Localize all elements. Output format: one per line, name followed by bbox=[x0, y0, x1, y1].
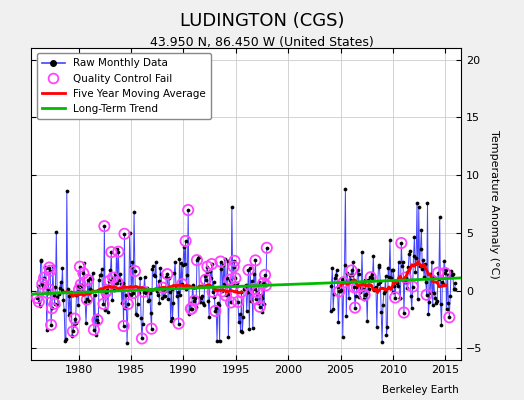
Point bbox=[163, 271, 171, 277]
Point bbox=[366, 274, 375, 280]
Point bbox=[434, 270, 442, 276]
Point bbox=[203, 264, 212, 270]
Y-axis label: Temperature Anomaly (°C): Temperature Anomaly (°C) bbox=[489, 130, 499, 278]
Point bbox=[230, 264, 238, 270]
Point bbox=[253, 289, 261, 296]
Point bbox=[90, 326, 98, 333]
Point bbox=[103, 287, 111, 294]
Point bbox=[45, 264, 53, 271]
Point bbox=[261, 272, 269, 278]
Point bbox=[70, 316, 79, 322]
Point bbox=[43, 290, 52, 296]
Point bbox=[93, 317, 102, 323]
Point bbox=[251, 257, 259, 264]
Point bbox=[83, 277, 92, 283]
Point bbox=[445, 314, 453, 320]
Point bbox=[147, 326, 156, 332]
Point bbox=[187, 306, 195, 312]
Point bbox=[252, 296, 260, 302]
Point bbox=[99, 301, 107, 307]
Point bbox=[47, 322, 55, 328]
Point bbox=[159, 284, 167, 291]
Point bbox=[174, 320, 183, 327]
Point bbox=[222, 292, 230, 299]
Point bbox=[401, 274, 410, 281]
Point bbox=[46, 268, 54, 274]
Point bbox=[230, 258, 238, 264]
Point bbox=[102, 289, 110, 295]
Point bbox=[261, 282, 270, 288]
Point bbox=[178, 281, 186, 287]
Point bbox=[181, 238, 190, 244]
Point bbox=[105, 278, 114, 284]
Point bbox=[124, 301, 132, 307]
Point bbox=[340, 279, 348, 286]
Point bbox=[209, 289, 217, 295]
Point bbox=[100, 223, 108, 229]
Text: Berkeley Earth: Berkeley Earth bbox=[381, 385, 458, 395]
Point bbox=[193, 257, 201, 263]
Point bbox=[397, 240, 406, 246]
Point bbox=[250, 286, 259, 292]
Point bbox=[347, 267, 356, 274]
Point bbox=[35, 298, 43, 305]
Point bbox=[350, 284, 358, 290]
Point bbox=[120, 231, 128, 237]
Point bbox=[48, 305, 56, 312]
Point bbox=[75, 286, 83, 293]
Point bbox=[211, 308, 220, 314]
Point bbox=[109, 274, 117, 281]
Point bbox=[33, 295, 41, 301]
Point bbox=[353, 284, 361, 290]
Point bbox=[263, 245, 271, 251]
Point bbox=[237, 288, 246, 295]
Point bbox=[259, 280, 267, 286]
Point bbox=[244, 267, 253, 273]
Point bbox=[40, 274, 48, 281]
Point bbox=[351, 304, 359, 311]
Point bbox=[119, 323, 128, 329]
Point bbox=[77, 282, 85, 288]
Point bbox=[226, 276, 234, 283]
Text: LUDINGTON (CGS): LUDINGTON (CGS) bbox=[180, 12, 344, 30]
Point bbox=[188, 306, 196, 312]
Point bbox=[107, 249, 115, 255]
Point bbox=[138, 335, 146, 342]
Point bbox=[361, 292, 369, 298]
Point bbox=[231, 275, 239, 281]
Legend: Raw Monthly Data, Quality Control Fail, Five Year Moving Average, Long-Term Tren: Raw Monthly Data, Quality Control Fail, … bbox=[37, 53, 211, 119]
Point bbox=[208, 261, 216, 267]
Point bbox=[139, 288, 148, 295]
Point bbox=[227, 299, 235, 306]
Point bbox=[408, 284, 417, 290]
Point bbox=[218, 288, 226, 295]
Point bbox=[335, 288, 343, 295]
Point bbox=[391, 294, 399, 301]
Point bbox=[256, 304, 264, 310]
Point bbox=[75, 264, 84, 270]
Point bbox=[441, 270, 449, 276]
Point bbox=[234, 299, 242, 305]
Point bbox=[113, 279, 122, 286]
Point bbox=[129, 290, 137, 296]
Point bbox=[69, 328, 77, 334]
Point bbox=[44, 286, 52, 292]
Point bbox=[422, 292, 431, 298]
Point bbox=[216, 258, 225, 265]
Point bbox=[201, 276, 210, 283]
Text: 43.950 N, 86.450 W (United States): 43.950 N, 86.450 W (United States) bbox=[150, 36, 374, 49]
Point bbox=[400, 309, 408, 316]
Point bbox=[38, 280, 47, 287]
Point bbox=[79, 270, 88, 276]
Point bbox=[184, 207, 192, 213]
Point bbox=[83, 296, 91, 303]
Point bbox=[130, 268, 139, 274]
Point bbox=[114, 248, 123, 255]
Point bbox=[50, 300, 59, 307]
Point bbox=[190, 298, 199, 304]
